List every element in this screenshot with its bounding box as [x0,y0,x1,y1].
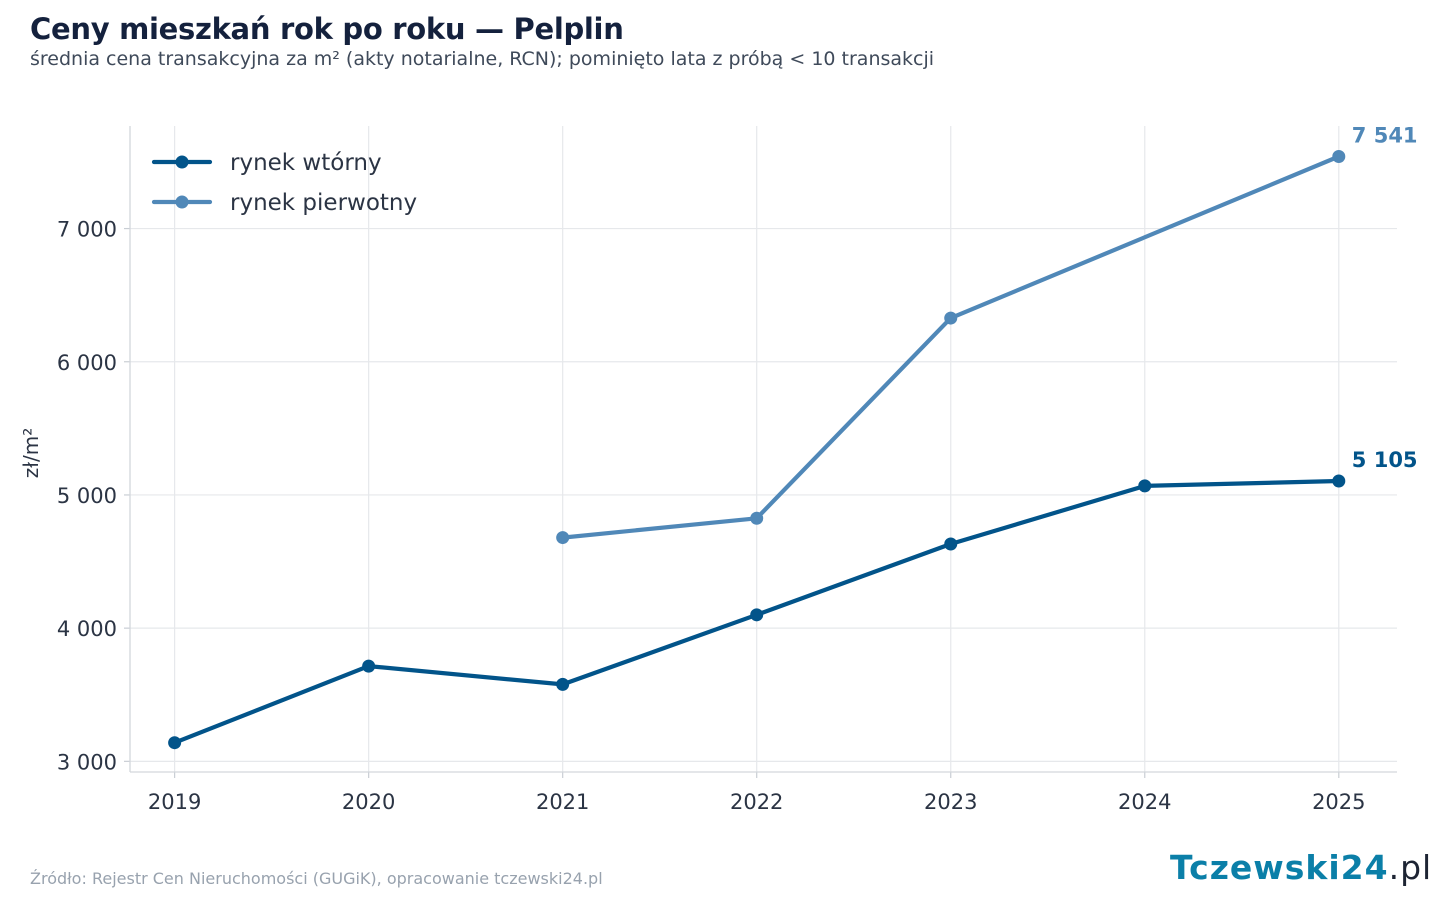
axes-layer: 2019 2020 2021 2022 2023 2024 2025 3 000 4 000 5 … [19,126,1397,814]
x-tick-label: 2021 [536,790,589,814]
y-tick-label: 6 000 [57,351,117,375]
data-point [1332,474,1346,488]
data-point [556,531,570,545]
chart-title: Ceny mieszkań rok po roku — Pelplin [30,12,624,46]
x-tick-label: 2019 [148,790,201,814]
series-line-rynek-pierwotny [560,154,1341,540]
x-tick-label: 2020 [342,790,395,814]
data-point [944,311,958,325]
data-point [944,537,958,551]
data-point [1138,479,1152,493]
logo-tld-text: .pl [1388,848,1433,887]
data-point [1332,150,1346,164]
y-tick-label: 7 000 [57,218,117,242]
end-value-label: 7 541 [1352,124,1418,148]
y-tick-label: 3 000 [57,750,117,774]
y-tick-label: 4 000 [57,617,117,641]
x-tick-label: 2022 [730,790,783,814]
y-tick-label: 5 000 [57,484,117,508]
legend-swatch-marker [175,155,189,169]
data-point [168,736,182,750]
x-tick-label: 2023 [924,790,977,814]
data-point [362,659,376,673]
y-axis-label: zł/m² [19,428,43,478]
chart-subtitle: średnia cena transakcyjna za m² (akty no… [30,48,935,70]
data-point [556,677,570,691]
logo-main-text: Tczewski24 [1170,848,1389,887]
legend-label: rynek wtórny [230,150,382,176]
labels-layer: 5 105 7 541 [1352,124,1418,472]
source-note: Źródło: Rejestr Cen Nieruchomości (GUGiK… [30,869,603,888]
data-point [750,511,764,525]
legend-swatch-marker [175,195,189,209]
brand-logo: Tczewski24.pl [1170,848,1431,887]
data-point [750,608,764,622]
series-layer [168,150,1346,750]
legend: rynek wtórny rynek pierwotny [151,150,417,216]
legend-label: rynek pierwotny [230,190,417,216]
x-tick-label: 2025 [1312,790,1365,814]
end-value-label: 5 105 [1352,448,1418,472]
x-tick-label: 2024 [1118,790,1171,814]
grid-layer [130,126,1397,772]
